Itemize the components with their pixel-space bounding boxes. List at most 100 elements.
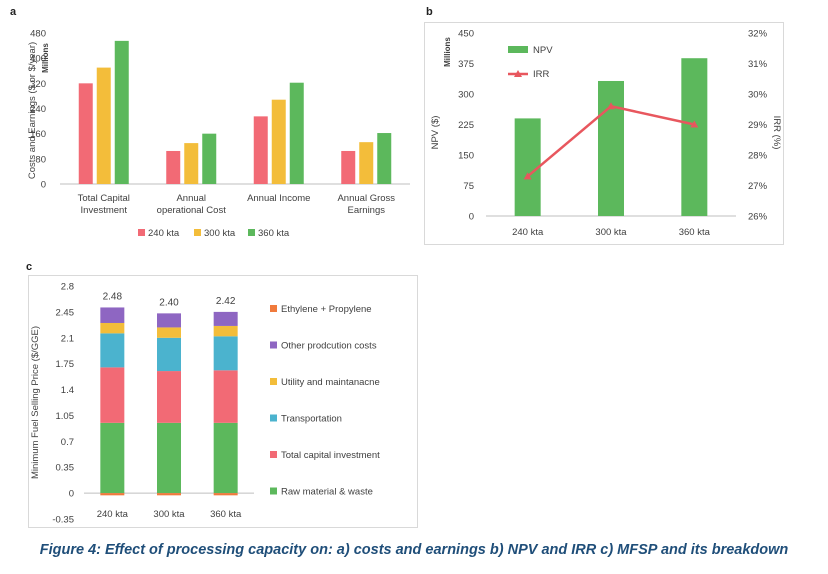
- bar-segment: [157, 422, 181, 494]
- bar: [598, 80, 624, 216]
- y-tick-label: -0.35: [52, 515, 74, 526]
- total-label: 2.42: [216, 296, 236, 307]
- y-tick-label: 160: [30, 129, 46, 140]
- y-tick-label: 400: [30, 54, 46, 65]
- y-tick-label: 80: [35, 154, 46, 165]
- y-axis-label: NPV ($): [430, 116, 441, 150]
- legend-label: IRR: [533, 69, 550, 80]
- legend-swatch: [270, 341, 277, 349]
- y-tick-label: 0: [469, 212, 474, 223]
- panel-c-letter: c: [26, 261, 33, 273]
- y2-tick-label: 29%: [748, 120, 768, 131]
- legend-label: Total capital investment: [281, 450, 380, 461]
- y2-tick-label: 26%: [748, 212, 768, 223]
- chart-a: 0 80 160 240 320 400 480 Costs and Earnings ($ …: [27, 29, 410, 239]
- bar: [202, 133, 217, 184]
- y2-tick-label: 28%: [748, 151, 768, 162]
- y-tick-label: 2.1: [61, 333, 74, 344]
- y-tick-label: 1.75: [56, 359, 75, 370]
- y-axis-label: Minimum Fuel Selling Price ($/GGE): [30, 326, 41, 479]
- legend-swatch: [270, 487, 277, 495]
- y-tick-label: 225: [458, 120, 474, 131]
- legend-swatch: [270, 378, 277, 385]
- legend-label: Utility and maintanacne: [281, 377, 380, 388]
- y-tick-label: 450: [458, 29, 474, 40]
- x-tick-label: Total Capital: [78, 193, 130, 204]
- y2-tick-label: 27%: [748, 181, 768, 192]
- bar-segment: [213, 325, 238, 337]
- series-marker: [523, 172, 532, 180]
- bar-segment: [100, 322, 125, 334]
- y-tick-label: 75: [463, 181, 474, 192]
- series-marker: [607, 102, 615, 110]
- bar-segment: [100, 307, 125, 323]
- bar: [114, 40, 129, 185]
- y-tick-label: 2.45: [56, 307, 75, 318]
- x-tick-label: Investment: [81, 205, 128, 216]
- y-tick-label: 0: [69, 489, 74, 500]
- bar-segment: [157, 313, 181, 328]
- y-tick-label: 2.8: [61, 282, 74, 293]
- y-tick-label: 320: [30, 79, 46, 90]
- bar-segment: [157, 493, 181, 496]
- legend-swatch: [270, 451, 277, 458]
- legend-label: 240 kta: [148, 228, 180, 239]
- x-tick-label: 360 kta: [679, 227, 711, 238]
- y-tick-label: 480: [30, 29, 46, 40]
- x-tick-label: operational Cost: [157, 205, 227, 216]
- bar: [166, 150, 181, 184]
- bar: [341, 150, 356, 184]
- x-tick-label: Annual Gross: [337, 193, 395, 204]
- legend-marker: [514, 70, 522, 77]
- bar-segment: [157, 337, 181, 372]
- y-tick-label: 0.7: [61, 437, 74, 448]
- bar-segment: [213, 370, 238, 423]
- chart-c: -0.35 0 0.35 0.7 1.05 1.4 1.75 2.1 2.45 2.8 Minimu…: [30, 282, 380, 526]
- bar: [289, 82, 304, 184]
- bar-segment: [213, 311, 238, 326]
- y-tick-label: 0.35: [56, 463, 75, 474]
- x-tick-label: Annual: [176, 193, 206, 204]
- y-tick-label: 0: [41, 180, 46, 191]
- y-axis-unit: Millions: [443, 37, 452, 67]
- y-axis-unit: Millions: [41, 43, 50, 73]
- legend-label: 300 kta: [204, 228, 236, 239]
- panel-b-letter: b: [426, 6, 433, 18]
- y2-axis-label: IRR (%): [771, 116, 782, 150]
- legend-label: NPV: [533, 45, 553, 56]
- x-tick-label: Annual Income: [247, 193, 310, 204]
- total-label: 2.48: [103, 291, 123, 302]
- series-marker: [690, 120, 699, 128]
- legend-label: Other prodcution costs: [281, 341, 377, 352]
- bar: [377, 133, 392, 184]
- y2-tick-label: 32%: [748, 29, 768, 40]
- bar: [96, 67, 111, 184]
- y-axis-label: Costs and Earnings ($ or $/year): [27, 42, 38, 179]
- y-tick-label: 300: [458, 90, 474, 101]
- bar-segment: [213, 336, 238, 371]
- x-tick-label: 300 kta: [595, 227, 627, 238]
- bar: [271, 99, 286, 184]
- y2-tick-label: 31%: [748, 59, 768, 70]
- x-tick-label: 300 kta: [153, 509, 185, 520]
- bar-segment: [157, 327, 181, 338]
- x-tick-label: 360 kta: [210, 509, 242, 520]
- bar: [184, 143, 199, 184]
- bar-segment: [100, 422, 125, 494]
- figure-caption: Figure 4: Effect of processing capacity …: [39, 542, 789, 558]
- y-tick-label: 375: [458, 59, 474, 70]
- bar-segment: [100, 367, 125, 423]
- total-label: 2.40: [159, 297, 179, 308]
- legend-label: Transportation: [281, 414, 342, 425]
- legend-label: Ethylene + Propylene: [281, 304, 372, 315]
- legend-swatch: [138, 229, 145, 236]
- bar-segment: [100, 333, 125, 368]
- bar: [681, 58, 708, 216]
- legend-swatch: [270, 305, 277, 312]
- y2-tick-label: 30%: [748, 90, 768, 101]
- legend-swatch: [508, 46, 528, 53]
- legend-label: Raw material & waste: [281, 487, 373, 498]
- legend-label: 360 kta: [258, 228, 290, 239]
- x-tick-label: Earnings: [348, 205, 386, 216]
- legend-swatch: [194, 229, 201, 236]
